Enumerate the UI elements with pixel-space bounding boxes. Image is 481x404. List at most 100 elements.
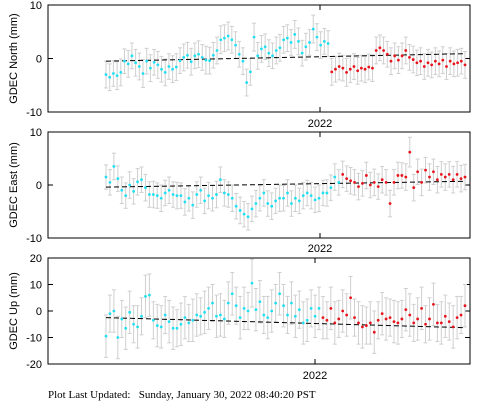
panel2-point-past xyxy=(238,209,242,212)
panel2-point-past xyxy=(274,199,278,203)
panel2-point-recent xyxy=(345,177,349,181)
panel3-point-recent xyxy=(333,321,337,325)
panel3-point-past xyxy=(313,314,317,318)
panel2-point-recent xyxy=(384,180,388,184)
panel3-point-recent xyxy=(443,314,447,318)
panel1-point-recent xyxy=(459,59,463,63)
panel2-point-past xyxy=(151,193,155,196)
panel2-point-past xyxy=(222,191,226,195)
panel2-trend-line xyxy=(105,180,466,188)
panel2-point-past xyxy=(140,178,143,182)
panel3-point-past xyxy=(128,310,132,314)
panel1-point-past xyxy=(119,71,123,74)
panel2-point-past xyxy=(108,180,112,184)
panel2-point-past xyxy=(266,202,270,205)
panel1-trend-line xyxy=(105,53,466,62)
panel2-point-past xyxy=(147,193,151,196)
panel1-point-recent xyxy=(378,46,382,50)
panel3-point-recent xyxy=(408,313,412,317)
panel3-point-recent xyxy=(404,308,408,312)
panel3-ytick-label: -20 xyxy=(26,359,42,371)
panel2-point-past xyxy=(309,194,313,198)
panel1-point-recent xyxy=(456,61,459,65)
panel3-point-recent xyxy=(357,321,360,325)
panel1-point-recent xyxy=(430,63,434,67)
last-updated-footer: Plot Last Updated: Sunday, January 30, 2… xyxy=(48,389,316,401)
panel3-point-recent xyxy=(325,318,329,322)
panel1-point-past xyxy=(149,66,152,70)
panel1-point-recent xyxy=(441,58,445,62)
panel2-point-recent xyxy=(455,173,459,176)
panel1-point-past xyxy=(274,49,278,52)
panel3-point-past xyxy=(140,314,143,318)
panel1-point-past xyxy=(186,53,189,57)
panel1-point-past xyxy=(156,63,160,67)
panel1-point-past xyxy=(234,43,237,47)
panel1-point-past xyxy=(285,36,289,40)
panel2-ylabel: GDEC East (mm) xyxy=(8,142,20,228)
panel3-point-past xyxy=(290,301,293,305)
panel1-point-past xyxy=(289,41,293,44)
panel3-point-past xyxy=(274,301,278,305)
panel2-point-recent xyxy=(424,168,427,172)
panel2-point-recent xyxy=(432,170,435,174)
panel1-point-past xyxy=(160,67,163,71)
panel3-ytick-label: 20 xyxy=(30,253,42,265)
panel2-point-recent xyxy=(349,179,352,183)
panel1-frame xyxy=(47,4,471,113)
panel1-point-past xyxy=(208,59,212,63)
panel1-point-past xyxy=(322,39,326,43)
panel3-point-past xyxy=(179,322,183,326)
panel1-point-past xyxy=(178,59,182,63)
panel2-point-recent xyxy=(368,183,372,187)
panel3-point-past xyxy=(278,292,281,296)
panel2-point-recent xyxy=(396,174,400,177)
panel2-ytick-label: -10 xyxy=(26,233,42,245)
panel2-point-past xyxy=(301,194,305,198)
panel3-point-recent xyxy=(388,316,392,320)
panel1-point-past xyxy=(171,67,175,71)
panel1-ytick-label: -10 xyxy=(26,107,42,119)
panel1-point-recent xyxy=(345,71,348,74)
panel2-point-past xyxy=(132,189,136,193)
panel1-point-recent xyxy=(422,65,426,68)
panel3-ytick-label: 0 xyxy=(36,306,42,318)
panel2-point-recent xyxy=(435,178,439,182)
panel3-point-past xyxy=(191,318,195,322)
panel1-point-past xyxy=(300,51,304,55)
panel3-point-past xyxy=(175,326,179,330)
panel2-point-recent xyxy=(451,178,455,182)
panel2-point-recent xyxy=(357,185,360,188)
panel1-point-past xyxy=(145,59,149,63)
panel3-point-past xyxy=(195,313,199,317)
panel3-point-recent xyxy=(439,321,443,325)
panel2-point-past xyxy=(159,196,163,200)
panel1-point-past xyxy=(126,62,130,66)
panel3-point-past xyxy=(254,308,258,312)
panel2-point-past xyxy=(234,204,238,208)
panel1-point-past xyxy=(260,47,263,51)
panel3-point-past xyxy=(120,317,124,321)
panel3-point-past xyxy=(242,306,246,310)
panel1-ytick-label: 10 xyxy=(30,0,42,12)
panel2-point-past xyxy=(337,180,341,184)
panel2-point-past xyxy=(250,207,254,211)
panel2-point-recent xyxy=(463,175,467,179)
panel1-point-recent xyxy=(382,49,385,52)
panel3-point-past xyxy=(282,304,285,308)
panel1-point-past xyxy=(248,70,252,74)
panel1-point-recent xyxy=(352,65,356,68)
panel1-point-recent xyxy=(415,61,419,65)
panel1-point-past xyxy=(223,36,226,40)
panel1-point-recent xyxy=(341,66,345,70)
panel2-point-recent xyxy=(404,175,408,179)
panel2-point-past xyxy=(187,196,191,200)
panel1-xtick-label: 2022 xyxy=(308,118,332,130)
panel3-point-recent xyxy=(368,321,372,325)
panel3-point-recent xyxy=(392,320,396,323)
panel2-point-past xyxy=(230,196,234,200)
panel3-point-past xyxy=(305,318,309,322)
panel2-ytick-label: 0 xyxy=(36,180,42,192)
panel1-point-recent xyxy=(356,69,360,73)
